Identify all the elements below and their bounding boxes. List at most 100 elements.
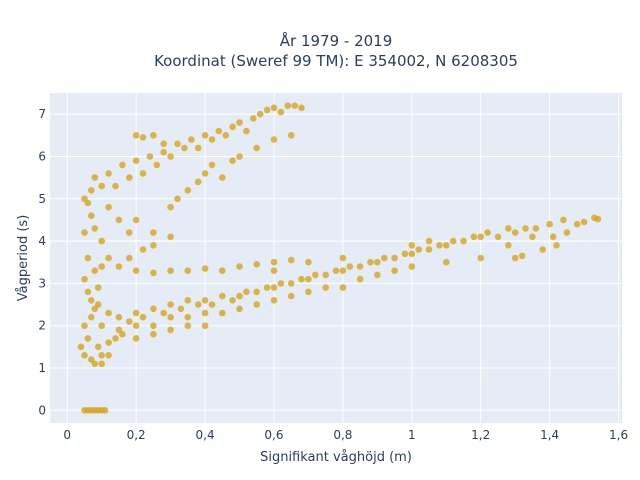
data-point xyxy=(77,343,85,351)
data-point xyxy=(139,170,147,177)
y-axis-title: Vågperiod (s) xyxy=(16,215,31,302)
data-point xyxy=(105,254,112,262)
data-point xyxy=(560,216,567,224)
data-point xyxy=(94,284,102,291)
data-point xyxy=(184,322,192,330)
chart-title: År 1979 - 2019 xyxy=(280,31,393,50)
data-point xyxy=(580,218,588,226)
y-tick-label: 5 xyxy=(38,192,46,206)
data-point xyxy=(84,288,92,296)
data-point xyxy=(339,254,347,262)
data-point xyxy=(549,233,557,241)
data-point xyxy=(194,301,202,308)
x-tick-label: 1 xyxy=(408,428,416,442)
data-point xyxy=(539,246,546,253)
data-point xyxy=(150,330,157,338)
data-point xyxy=(208,161,216,169)
data-point xyxy=(98,182,105,190)
data-point xyxy=(339,284,347,291)
data-point xyxy=(105,170,112,177)
y-tick-label: 3 xyxy=(38,276,46,290)
data-point xyxy=(167,153,174,160)
data-point xyxy=(263,284,271,291)
data-point xyxy=(511,254,519,262)
data-point xyxy=(277,108,285,116)
data-point xyxy=(105,203,112,211)
data-point xyxy=(91,174,99,181)
data-point xyxy=(312,271,319,279)
data-point xyxy=(150,132,157,139)
data-point xyxy=(184,267,192,275)
data-point xyxy=(201,322,209,330)
data-point xyxy=(408,263,416,270)
data-point xyxy=(88,313,95,321)
data-point xyxy=(470,233,478,241)
data-point xyxy=(236,119,243,126)
data-point xyxy=(270,258,278,266)
data-point xyxy=(150,322,157,330)
data-point xyxy=(546,220,553,228)
data-point xyxy=(374,258,381,266)
x-tick-label: 1,4 xyxy=(540,428,559,442)
data-point xyxy=(105,339,112,346)
x-tick-label: 0,6 xyxy=(264,428,283,442)
x-tick-label: 0,2 xyxy=(127,428,146,442)
y-tick-label: 2 xyxy=(38,319,46,333)
data-points xyxy=(77,102,602,414)
data-point xyxy=(132,335,140,342)
data-point xyxy=(194,144,202,152)
data-point xyxy=(287,292,295,300)
data-point xyxy=(532,225,540,232)
data-point xyxy=(126,174,133,181)
data-point xyxy=(215,127,223,135)
data-point xyxy=(287,132,295,139)
data-point xyxy=(236,263,243,270)
data-point xyxy=(98,237,105,245)
data-point xyxy=(356,263,364,270)
data-point xyxy=(184,297,192,304)
data-point xyxy=(229,297,236,304)
data-point xyxy=(160,309,167,317)
data-point xyxy=(146,153,154,160)
data-point xyxy=(115,263,123,270)
data-point xyxy=(222,132,229,139)
data-point xyxy=(391,254,398,262)
data-point xyxy=(81,229,88,236)
data-point xyxy=(91,360,99,368)
data-point xyxy=(150,229,157,236)
data-point xyxy=(425,246,433,253)
data-point xyxy=(253,301,260,308)
data-point xyxy=(391,267,398,275)
data-point xyxy=(250,115,257,122)
data-point xyxy=(236,153,243,160)
data-point xyxy=(322,271,330,279)
data-point xyxy=(529,233,536,241)
data-point xyxy=(380,254,388,262)
data-point xyxy=(139,313,147,321)
data-point xyxy=(174,195,181,203)
data-point xyxy=(201,170,209,177)
y-axis-ticks: 0 1 2 3 4 5 6 7 xyxy=(38,107,46,417)
data-point xyxy=(219,292,226,300)
data-point xyxy=(305,258,312,266)
data-point xyxy=(126,229,133,236)
data-point xyxy=(112,182,119,190)
data-point xyxy=(477,254,485,262)
data-point xyxy=(284,102,292,109)
data-point xyxy=(270,136,278,143)
data-point xyxy=(88,187,95,194)
data-point xyxy=(105,309,112,317)
data-point xyxy=(243,288,250,296)
data-point xyxy=(305,288,312,296)
data-point xyxy=(91,305,99,313)
data-point xyxy=(298,104,305,112)
data-point xyxy=(132,322,140,330)
data-point xyxy=(229,123,236,131)
data-point xyxy=(132,309,140,317)
x-axis-title: Signifikant våghöjd (m) xyxy=(260,450,412,465)
data-point xyxy=(443,258,450,266)
data-point xyxy=(553,242,560,249)
data-point xyxy=(201,309,209,317)
data-point xyxy=(518,252,526,260)
